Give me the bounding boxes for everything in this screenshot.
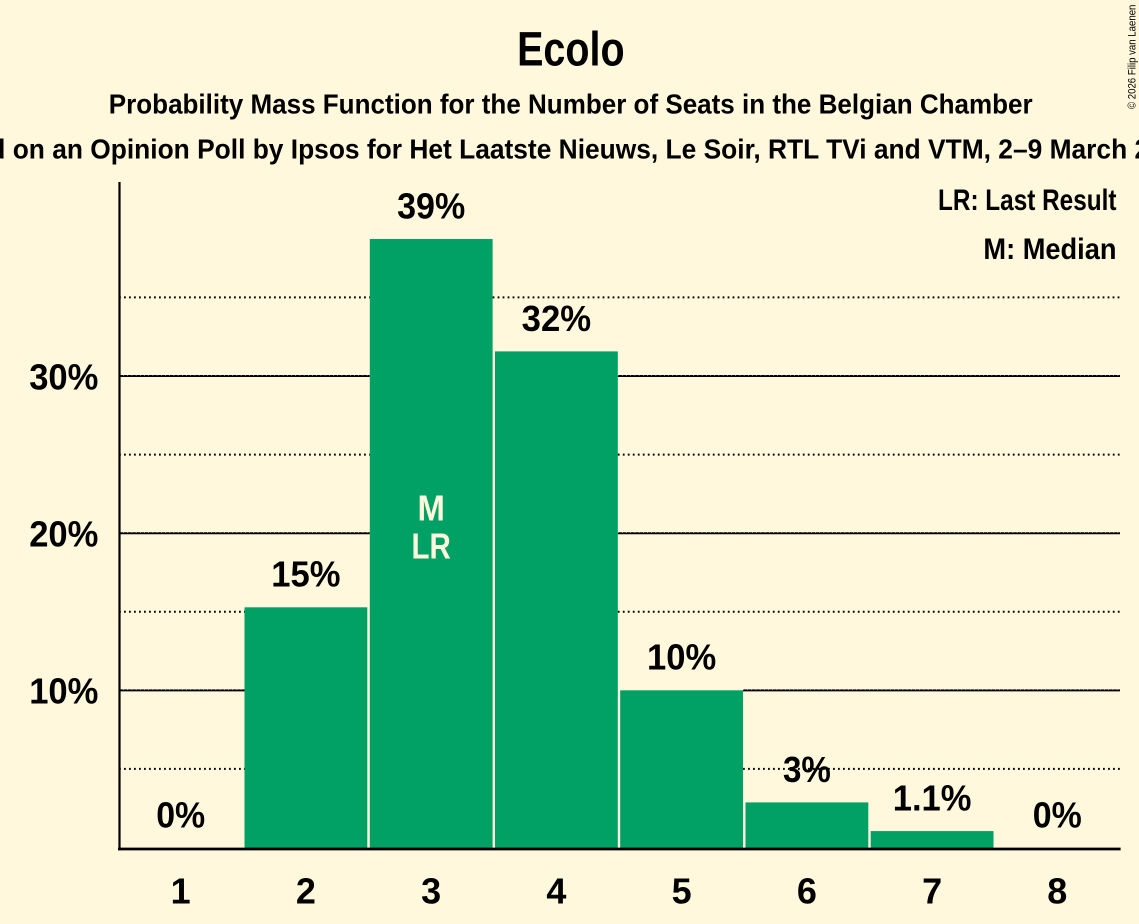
svg-text:2: 2 xyxy=(296,871,316,912)
svg-text:4: 4 xyxy=(546,871,566,912)
svg-text:0%: 0% xyxy=(1033,794,1082,835)
svg-text:0%: 0% xyxy=(156,794,205,835)
svg-text:7: 7 xyxy=(922,871,942,912)
svg-text:6: 6 xyxy=(797,871,817,912)
svg-text:LR: Last Result: LR: Last Result xyxy=(938,184,1117,217)
svg-text:20%: 20% xyxy=(29,514,98,555)
svg-text:© 2026 Filip van Laenen: © 2026 Filip van Laenen xyxy=(1127,5,1139,109)
svg-text:Ecolo: Ecolo xyxy=(517,24,625,77)
svg-text:39%: 39% xyxy=(397,185,465,226)
svg-text:5: 5 xyxy=(672,871,692,912)
svg-text:3: 3 xyxy=(421,871,441,912)
svg-text:LR: LR xyxy=(412,526,451,567)
svg-text:1: 1 xyxy=(171,871,191,912)
svg-text:30%: 30% xyxy=(29,356,98,397)
svg-text:3%: 3% xyxy=(783,749,831,790)
svg-text:15%: 15% xyxy=(271,554,340,595)
svg-text:Based on an Opinion Poll by Ip: Based on an Opinion Poll by Ipsos for He… xyxy=(0,134,1139,165)
svg-text:M: M xyxy=(418,488,445,529)
svg-text:1.1%: 1.1% xyxy=(893,778,972,819)
svg-text:10%: 10% xyxy=(29,671,98,712)
svg-text:Probability Mass Function for: Probability Mass Function for the Number… xyxy=(109,88,1033,119)
svg-text:8: 8 xyxy=(1047,871,1067,912)
svg-text:10%: 10% xyxy=(647,637,716,678)
svg-text:M: Median: M: Median xyxy=(983,233,1116,266)
svg-text:32%: 32% xyxy=(522,298,592,339)
